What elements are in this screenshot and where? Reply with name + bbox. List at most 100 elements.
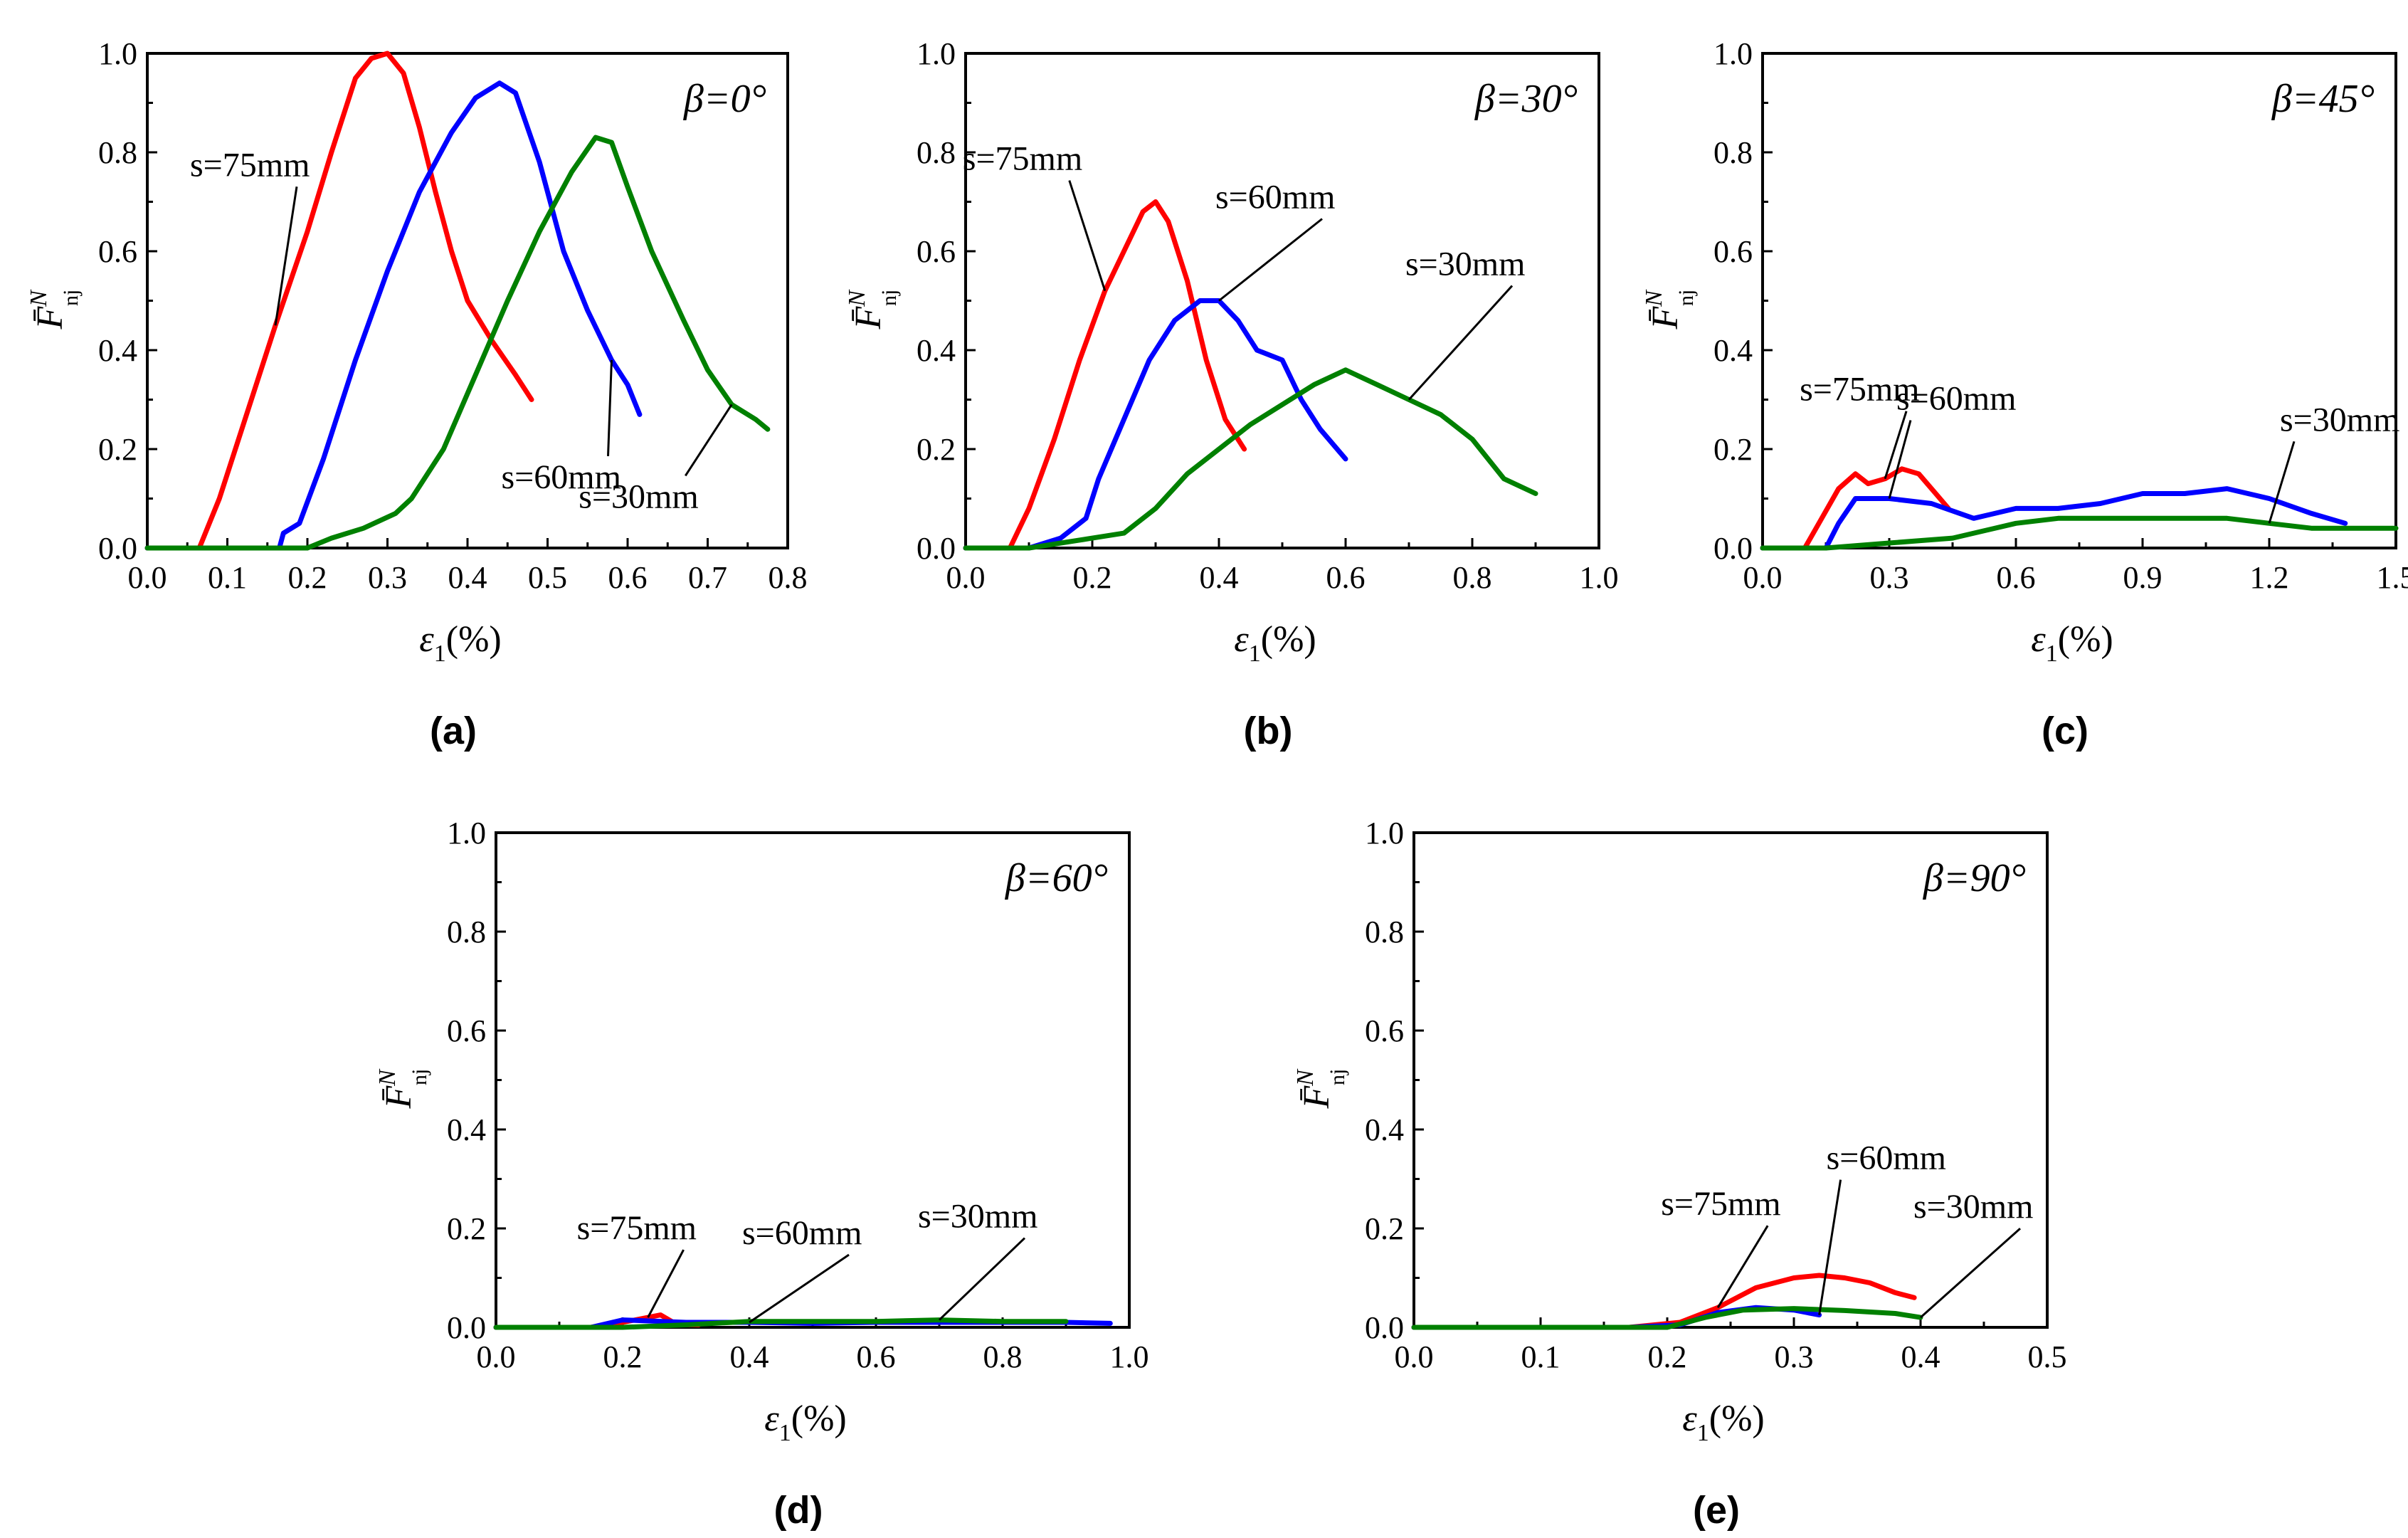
y-tick-label: 0.8 (447, 915, 486, 949)
series-label: s=60mm (1215, 179, 1335, 216)
beta-annotation: β=30° (1474, 77, 1578, 121)
y-tick-label: 0.2 (1713, 432, 1753, 467)
series-label: s=75mm (963, 140, 1082, 178)
y-tick-label: 0.8 (1713, 135, 1753, 170)
y-axis-sub: nj (408, 1069, 431, 1085)
series-line (963, 298, 1348, 551)
y-tick-label: 0.8 (917, 135, 956, 170)
y-tick-label: 0.4 (447, 1112, 486, 1147)
y-axis-title: F̄N nj (26, 289, 83, 330)
panel-label: (e) (1693, 1489, 1740, 1532)
x-tick-label: 0.3 (1775, 1339, 1814, 1374)
y-tick-label: 0.0 (917, 531, 956, 566)
leader-line (1920, 1227, 2021, 1319)
y-tick-label: 0.2 (917, 432, 956, 467)
panel-label: (a) (430, 710, 477, 752)
panel-label: (b) (1244, 710, 1293, 752)
x-tick-label: 0.2 (288, 560, 327, 595)
x-axis-title: ε1(%) (2031, 619, 2113, 667)
x-axis-unit: (%) (2058, 619, 2113, 660)
x-axis-sub: 1 (1249, 641, 1261, 667)
series-line (144, 51, 534, 551)
series-label: s=30mm (1405, 246, 1525, 283)
y-tick-label: 0.6 (98, 234, 137, 269)
series-label: s=30mm (1913, 1188, 2033, 1226)
x-tick-label: 0.0 (477, 1339, 516, 1374)
plot-frame (1412, 831, 2049, 1329)
chart-panel: 0.0 0.2 0.4 0.6 0.8 1.0 0.0 0.2 0.4 0.6 0.8 1.0 β=30… (844, 36, 1619, 752)
y-tick-label: 0.6 (917, 234, 956, 269)
y-tick-label: 0.8 (1365, 915, 1404, 949)
x-tick-label: 0.2 (1073, 560, 1112, 595)
series-line (963, 367, 1538, 551)
series-label: s=60mm (742, 1214, 862, 1252)
x-axis-title: ε1(%) (764, 1399, 846, 1446)
x-tick-label: 1.0 (1110, 1339, 1149, 1374)
leader-line (684, 404, 733, 477)
leader-line (2268, 441, 2296, 524)
series-label: s=75mm (1661, 1185, 1780, 1223)
y-axis-symbol: F̄ (1645, 306, 1686, 330)
y-tick-label: 0.0 (1713, 531, 1753, 566)
x-tick-label: 1.2 (2250, 560, 2289, 595)
x-axis-symbol: ε (1234, 619, 1249, 660)
x-tick-label: 1.0 (1580, 560, 1619, 595)
series-line (1411, 1273, 1917, 1330)
x-axis-title: ε1(%) (419, 619, 501, 667)
x-tick-label: 0.0 (1743, 560, 1783, 595)
leader-line (1408, 285, 1514, 401)
series-label: s=75mm (190, 146, 310, 184)
x-axis-title: ε1(%) (1682, 1399, 1764, 1446)
leader-line (749, 1253, 850, 1324)
y-axis-sub: nj (1674, 290, 1698, 306)
y-tick-label: 1.0 (98, 36, 137, 71)
y-tick-label: 0.2 (447, 1211, 486, 1246)
leader-line (607, 359, 613, 456)
series-label: s=60mm (502, 458, 621, 496)
leader-line (1716, 1225, 1769, 1308)
x-tick-label: 0.6 (608, 560, 648, 595)
y-axis-sub: nj (877, 290, 901, 306)
x-axis-sub: 1 (2046, 641, 2058, 667)
y-tick-label: 0.4 (1365, 1112, 1404, 1147)
y-tick-label: 0.6 (1713, 234, 1753, 269)
series-label: s=75mm (1800, 371, 1919, 409)
series-label: s=75mm (577, 1209, 697, 1247)
beta-annotation: β=90° (1923, 856, 2026, 900)
x-tick-label: 0.7 (688, 560, 727, 595)
panel-label: (c) (2042, 710, 2088, 752)
x-axis-symbol: ε (419, 619, 434, 660)
x-axis-unit: (%) (446, 619, 502, 660)
y-axis-symbol: F̄ (1297, 1085, 1337, 1110)
series-label: s=30mm (579, 478, 698, 515)
x-tick-label: 0.5 (2028, 1339, 2067, 1374)
series-line (1760, 486, 2348, 551)
y-tick-label: 0.4 (1713, 333, 1753, 368)
y-tick-label: 1.0 (1365, 816, 1404, 850)
y-tick-label: 0.2 (1365, 1211, 1404, 1246)
chart-panel: 0.0 0.1 0.2 0.3 0.4 0.5 0.0 0.2 0.4 0.6 0.8 1.0 β=90… (1292, 816, 2067, 1532)
x-tick-label: 0.3 (1870, 560, 1909, 595)
x-tick-label: 0.6 (857, 1339, 896, 1374)
leader-line (647, 1249, 685, 1318)
x-axis-symbol: ε (764, 1399, 779, 1439)
series-line (493, 1317, 1069, 1330)
leader-line (1218, 218, 1323, 302)
y-axis-title: F̄N nj (1292, 1068, 1349, 1110)
panel-label: (d) (774, 1489, 823, 1532)
x-tick-label: 0.8 (983, 1339, 1023, 1374)
x-tick-label: 0.2 (603, 1339, 643, 1374)
y-axis-sub: nj (1326, 1069, 1349, 1085)
y-tick-label: 0.8 (98, 135, 137, 170)
x-tick-label: 0.0 (946, 560, 986, 595)
x-tick-label: 0.4 (448, 560, 487, 595)
y-tick-label: 0.6 (1365, 1013, 1404, 1048)
x-tick-label: 1.5 (2377, 560, 2408, 595)
leader-line (274, 186, 298, 326)
x-tick-label: 0.9 (2123, 560, 2163, 595)
series-label: s=60mm (1827, 1139, 1946, 1177)
leader-line (1068, 180, 1107, 292)
y-axis-title: F̄N nj (374, 1068, 431, 1110)
x-tick-label: 0.1 (1521, 1339, 1561, 1374)
x-axis-title: ε1(%) (1234, 619, 1316, 667)
